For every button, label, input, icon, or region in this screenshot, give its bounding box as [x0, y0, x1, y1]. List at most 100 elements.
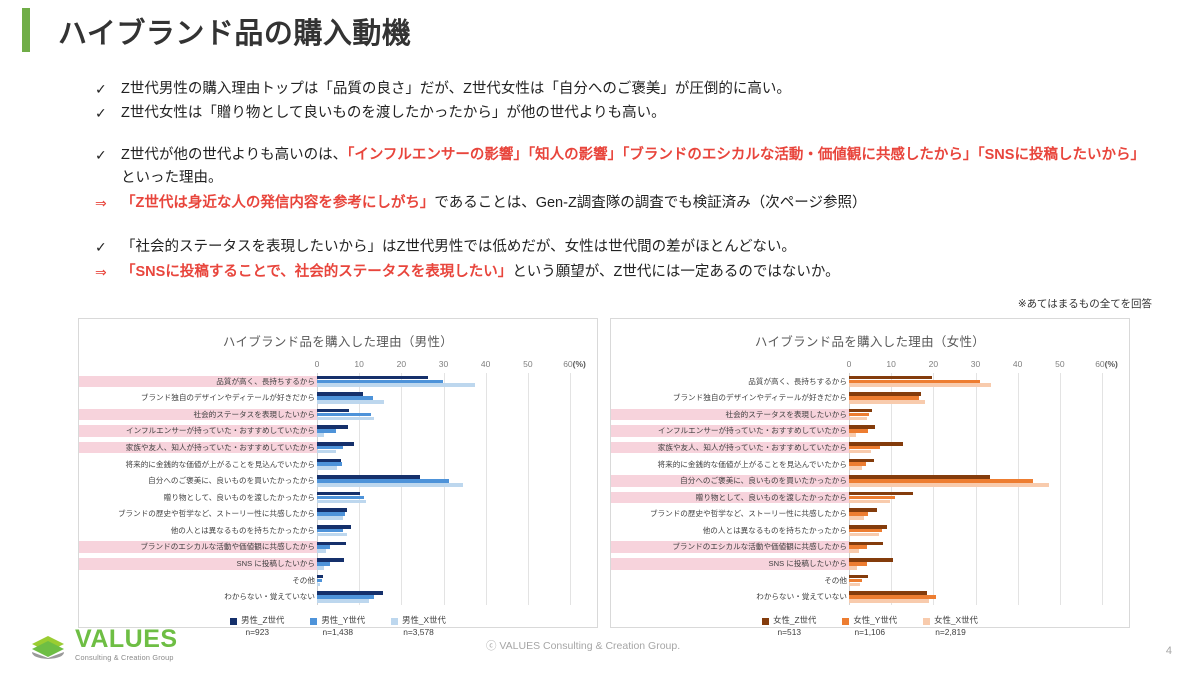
gridline	[975, 373, 977, 606]
gridline	[527, 373, 529, 606]
legend-swatch	[310, 617, 318, 625]
bar-y	[849, 528, 882, 533]
page-title: ハイブランド品の購入動機	[58, 18, 412, 50]
category-label: 品質が高く、長持ちするから	[79, 375, 317, 388]
category-label: 自分へのご褒美に、良いものを買いたかったから	[611, 475, 849, 487]
category-label: ブランドの歴史や哲学など、ストーリー性に共感したから	[649, 509, 847, 519]
bullet-segment: であることは、Gen-Z調査隊の調査でも検証済み（次ページ参照）	[434, 194, 867, 211]
legend-sample-size: n=513	[777, 627, 802, 638]
bar-y	[317, 412, 371, 417]
bar-x	[317, 416, 375, 421]
category-label: その他	[292, 575, 315, 585]
bar-group	[317, 539, 597, 556]
bullet-spacer	[95, 216, 1155, 236]
bar-x	[317, 565, 324, 570]
bar-x	[849, 482, 1049, 487]
chart-title-male: ハイブランド品を購入した理由（男性）	[222, 335, 454, 349]
chart-row: 家族や友人、知人が持っていた・おすすめしていたから	[79, 439, 597, 456]
bar-x	[849, 383, 991, 387]
legend-label: 男性_Z世代	[241, 615, 285, 626]
chart-row: わからない・覚えていない	[79, 589, 597, 606]
bar-x	[317, 449, 336, 454]
legend-swatch	[923, 617, 931, 625]
bullet-segment: という願望が、Z世代には一定あるのではないか。	[512, 263, 840, 280]
x-axis-tick-label: 60(%)	[563, 359, 586, 369]
category-label: 他の人とは異なるものを持ちたかったから	[170, 525, 315, 535]
chart-row: ブランド独自のデザインやディテールが好きだから	[611, 390, 1129, 407]
category-label: わからない・覚えていない	[224, 592, 315, 602]
chart-row: 品質が高く、長持ちするから	[611, 373, 1129, 390]
chart-row: 他の人とは異なるものを持ちたかったから	[611, 522, 1129, 539]
chart-row: ブランドのエシカルな活動や価値観に共感したから	[611, 539, 1129, 556]
bar-z	[849, 458, 875, 463]
bar-z	[849, 392, 921, 396]
plot-area-male: 0 10 20 30 40 50 60(%) 品質が高く、長持ちするから ブランド独自のデザイン…	[79, 359, 597, 606]
category-label: SNS に投稿したいから	[79, 558, 317, 570]
chart-row: 自分へのご褒美に、良いものを買いたかったから	[611, 473, 1129, 490]
chart-rows: 品質が高く、長持ちするから ブランド独自のデザインやディテールが好きだから 社会的ス…	[611, 373, 1129, 606]
legend-sample-size: n=923	[245, 627, 270, 638]
category-label: 家族や友人、知人が持っていた・おすすめしていたから	[611, 441, 849, 454]
bar-group	[317, 439, 597, 456]
bullet-segment: Z世代が他の世代よりも高いのは、	[121, 146, 348, 163]
bar-z	[849, 574, 869, 579]
chart-row: 将来的に金銭的な価値が上がることを見込んでいたから	[611, 456, 1129, 473]
bullet-item: ✓ Z世代が他の世代よりも高いのは、「インフルエンサーの影響」「知人の影響」「ブラ…	[95, 144, 1155, 191]
plot-area-female: 0 10 20 30 40 50 60(%) 品質が高く、長持ちするから ブランド独自のデザイン…	[611, 359, 1129, 606]
bar-group	[317, 489, 597, 506]
bar-y	[849, 545, 867, 550]
title-accent-bar	[22, 8, 30, 52]
bullet-item: ✓ Z世代女性は「贈り物として良いものを渡したかったから」が他の世代よりも高い。	[95, 102, 1155, 125]
gridline	[317, 373, 318, 606]
chart-row: インフルエンサーが持っていた・おすすめしていたから	[79, 423, 597, 440]
x-axis-tick-label: 50	[1055, 359, 1065, 369]
bar-x	[317, 582, 321, 587]
bar-group	[317, 572, 597, 589]
bar-z	[849, 591, 928, 595]
category-label: 将来的に金銭的な価値が上がることを見込んでいたから	[657, 459, 847, 469]
bar-y	[317, 578, 323, 583]
bar-y	[317, 379, 443, 384]
bar-z	[849, 441, 903, 446]
chart-row: 贈り物として、良いものを渡したかったから	[79, 489, 597, 506]
bullet-item: ⇒ 「Z世代は身近な人の発信内容を参考にしがち」であることは、Gen-Z調査隊の調…	[95, 192, 1155, 215]
gridline	[891, 373, 893, 606]
chart-row: ブランド独自のデザインやディテールが好きだから	[79, 390, 597, 407]
bar-group	[849, 556, 1129, 573]
legend-sample-size: n=1,438	[322, 627, 354, 638]
bar-x	[849, 433, 856, 437]
bar-group	[849, 489, 1129, 506]
category-label: ブランド独自のデザインやディテールが好きだから	[672, 393, 847, 403]
bar-z	[849, 524, 887, 529]
legend-item: 男性_Z世代 n=923	[230, 615, 284, 639]
legend-sample-size: n=3,578	[403, 627, 434, 638]
bar-group	[849, 423, 1129, 440]
bar-x	[849, 599, 930, 603]
bar-y	[849, 412, 870, 417]
bar-y	[317, 528, 344, 533]
bar-z	[317, 425, 349, 429]
bar-z	[317, 508, 347, 512]
bullet-segment: 「社会的ステータスを表現したいから」はZ世代男性では低めだが、女性は世代間の差が…	[121, 239, 796, 256]
bar-x	[849, 399, 925, 404]
x-axis-tick-label: 40	[1012, 359, 1023, 369]
bullet-text: Z世代が他の世代よりも高いのは、「インフルエンサーの影響」「知人の影響」「ブラン…	[121, 144, 1155, 191]
bar-group	[849, 572, 1129, 589]
chart-row: ブランドのエシカルな活動や価値観に共感したから	[79, 539, 597, 556]
x-axis-tick-label: 0	[846, 359, 852, 369]
bullet-segment: 「インフルエンサーの影響」「知人の影響」「ブランドのエシカルな活動・価値観に共感…	[347, 146, 1145, 163]
bar-y	[317, 429, 337, 433]
bar-group	[317, 373, 597, 390]
category-label: わからない・覚えていない	[756, 592, 847, 602]
bullet-item: ⇒ 「SNSに投稿することで、社会的ステータスを表現したい」という願望が、Z世代に…	[95, 261, 1155, 284]
chart-rows: 品質が高く、長持ちするから ブランド独自のデザインやディテールが好きだから 社会的ス…	[79, 373, 597, 606]
x-axis-tick-label: 60(%)	[1095, 359, 1118, 369]
gridline	[933, 373, 935, 606]
bar-z	[317, 591, 383, 595]
bar-z	[849, 408, 872, 413]
bar-z	[317, 491, 360, 496]
bar-y	[849, 512, 868, 516]
category-label: 他の人とは異なるものを持ちたかったから	[702, 525, 847, 535]
bar-x	[317, 532, 348, 537]
bar-y	[849, 495, 896, 500]
